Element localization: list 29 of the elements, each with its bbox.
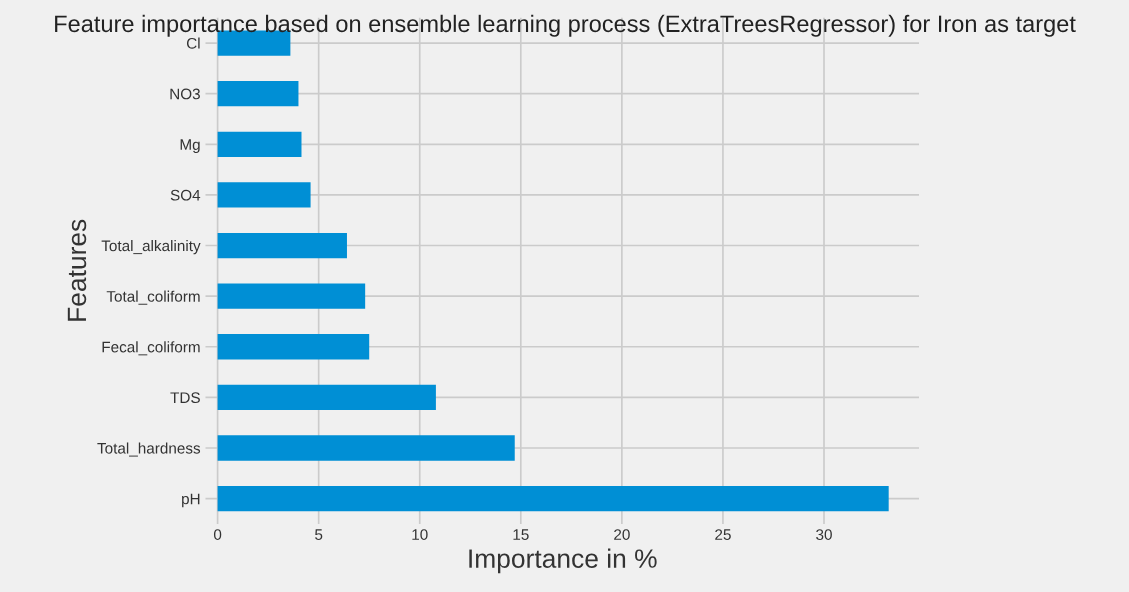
bar [217, 485, 889, 512]
bar [217, 81, 299, 107]
y-tick-label: pH [182, 493, 200, 508]
y-tick-label: SO4 [170, 189, 201, 201]
x-tick-label: 0 [213, 529, 222, 540]
y-tick-label: Cl [186, 37, 200, 49]
bar [217, 283, 366, 309]
y-tick-label: Total_alkalinity [101, 240, 201, 255]
x-tick-label: 15 [513, 529, 529, 540]
x-tick-label: 10 [412, 529, 428, 540]
y-tick-label: TDS [170, 392, 200, 404]
x-tick-label: 25 [715, 529, 731, 540]
x-tick-label: 20 [614, 529, 630, 540]
bar [217, 182, 311, 208]
bar [217, 334, 370, 360]
x-tick-label: 30 [816, 529, 832, 540]
x-axis-title: Importance in % [469, 548, 657, 574]
y-tick-label: NO3 [170, 88, 200, 100]
bar [217, 435, 515, 461]
y-tick-label: Total_coliform [106, 290, 200, 305]
y-axis-title: Features [67, 219, 87, 321]
chart-title: Feature importance based on ensemble learning process (ExtraTreesRegressor) for Iron as target [55, 14, 1076, 37]
y-tick-label: Mg [180, 139, 200, 154]
bar [217, 131, 302, 157]
bar [217, 384, 436, 411]
y-tick-label: Fecal_coliform [102, 341, 200, 356]
y-tick-label: Total_hardness [97, 442, 201, 457]
bar [217, 232, 347, 259]
x-tick-label: 5 [315, 529, 323, 540]
